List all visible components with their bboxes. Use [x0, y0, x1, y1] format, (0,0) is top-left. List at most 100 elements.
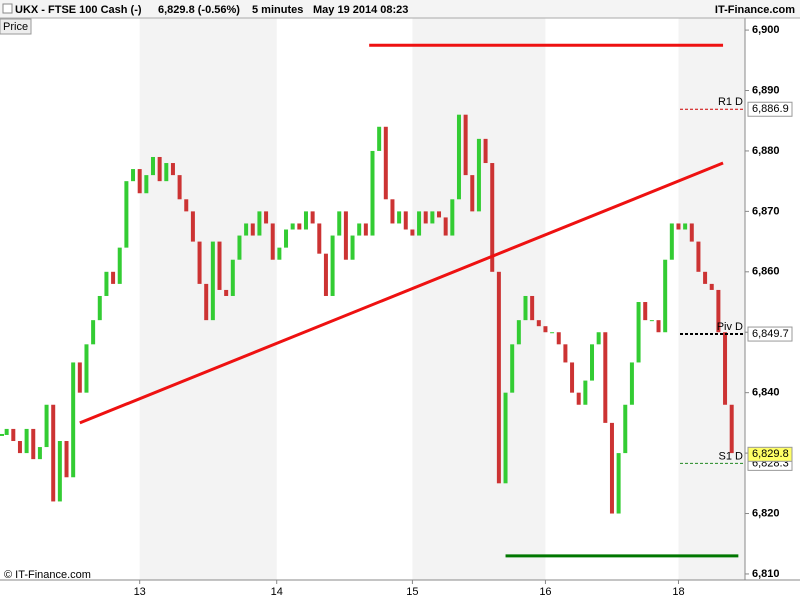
trendline: [79, 161, 724, 425]
copyright: © IT-Finance.com: [4, 569, 91, 581]
day-band: [412, 18, 546, 580]
x-tick-label: 14: [271, 586, 283, 598]
candle: [317, 223, 322, 254]
candle: [570, 362, 575, 393]
candle: [270, 223, 275, 260]
candle: [530, 295, 535, 321]
candle: [643, 302, 648, 321]
candle: [264, 211, 269, 224]
candle: [84, 344, 89, 393]
candle: [676, 223, 681, 230]
candle: [496, 271, 501, 484]
candle: [516, 320, 521, 345]
candle: [510, 344, 515, 393]
candle: [609, 422, 614, 514]
candle: [330, 235, 335, 296]
candle: [157, 156, 162, 182]
candle: [576, 392, 581, 405]
candle: [197, 241, 202, 284]
candle: [669, 223, 674, 260]
instrument-title: UKX - FTSE 100 Cash (-): [15, 4, 142, 16]
candle: [410, 229, 415, 236]
candle: [556, 332, 561, 345]
candle: [397, 211, 402, 224]
y-tick-label: 6,870: [752, 205, 780, 217]
candle: [124, 181, 129, 248]
last-price-box: [747, 446, 793, 462]
quote: 6,829.8 (-0.56%): [158, 4, 240, 16]
candle: [97, 295, 102, 321]
candle: [343, 211, 348, 260]
candle: [150, 156, 155, 176]
level-name: R1 D: [718, 96, 743, 108]
y-tick-label: 6,840: [752, 387, 780, 399]
candle: [523, 295, 528, 321]
candle: [117, 247, 122, 284]
level-value: 6,849.7: [752, 328, 789, 340]
y-tick-label: 6,810: [752, 568, 780, 580]
candle: [683, 223, 688, 230]
candle: [230, 259, 235, 296]
candle: [91, 320, 96, 345]
candle: [476, 138, 481, 212]
header-icon: [2, 3, 13, 14]
candle: [490, 163, 495, 272]
level-name: Piv D: [717, 321, 743, 333]
timestamp: May 19 2014 08:23: [313, 4, 408, 16]
candle: [550, 332, 555, 334]
candle: [689, 223, 694, 242]
y-tick-label: 6,890: [752, 84, 780, 96]
candle: [390, 199, 395, 224]
candle: [350, 235, 355, 260]
candle: [563, 344, 568, 363]
candle: [51, 404, 56, 502]
level-value: 6,886.9: [752, 103, 789, 115]
candle: [277, 247, 282, 260]
candle: [204, 283, 209, 321]
y-tick-label: 6,900: [752, 24, 780, 36]
candle: [590, 344, 595, 381]
candle: [649, 320, 654, 322]
day-band: [678, 18, 745, 580]
candle: [310, 211, 315, 224]
candle: [363, 223, 368, 236]
candle: [370, 150, 375, 236]
candle: [71, 362, 76, 478]
candle: [4, 428, 9, 435]
candle: [377, 126, 382, 151]
candle: [636, 302, 641, 363]
candle: [17, 441, 22, 454]
candle: [111, 271, 116, 284]
y-tick-label: 6,820: [752, 507, 780, 519]
candle: [31, 428, 36, 460]
candle: [417, 211, 422, 236]
candle: [290, 223, 295, 230]
candle: [703, 271, 708, 284]
candle: [250, 223, 255, 236]
candle: [430, 211, 435, 224]
candle: [709, 283, 714, 290]
level-box: [747, 101, 793, 117]
candle: [237, 235, 242, 260]
candle: [24, 428, 29, 454]
candle: [224, 289, 229, 296]
candle: [257, 211, 262, 236]
candle: [190, 211, 195, 242]
x-tick-label: 15: [406, 586, 418, 598]
header-bar: [0, 0, 800, 18]
candle: [663, 259, 668, 333]
candle: [170, 163, 175, 176]
candle: [623, 404, 628, 454]
candle: [470, 175, 475, 212]
candle: [503, 392, 508, 484]
candle: [323, 253, 328, 296]
candle: [450, 199, 455, 236]
last-price-label: 6,829.8: [752, 448, 789, 460]
candle: [244, 223, 249, 236]
y-tick-label: 6,880: [752, 145, 780, 157]
candle: [543, 326, 548, 333]
candle: [596, 332, 601, 345]
panel-tab: [0, 18, 32, 35]
candle: [64, 441, 69, 478]
